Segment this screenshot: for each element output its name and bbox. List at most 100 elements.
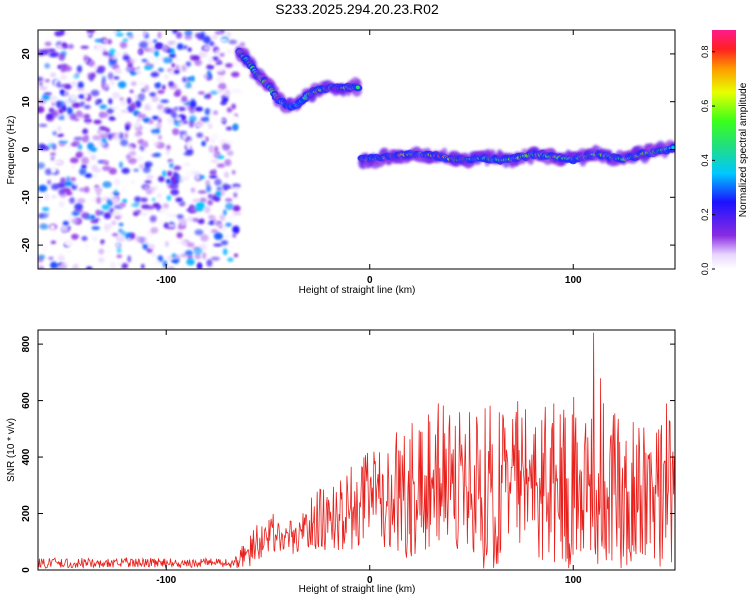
noise-blob	[222, 97, 229, 103]
noise-blob	[111, 55, 119, 60]
noise-blob	[180, 90, 190, 94]
noise-blob	[153, 39, 158, 43]
noise-blob	[220, 240, 229, 246]
noise-blob	[138, 81, 147, 86]
noise-blob	[185, 170, 193, 177]
noise-blob	[157, 117, 162, 124]
snr-panel: -100 0 100 0 200 400 600 800 Height of straight…	[6, 329, 676, 595]
noise-blob	[164, 240, 169, 248]
noise-blob	[185, 61, 192, 67]
noise-blob	[150, 72, 159, 78]
noise-blob	[56, 101, 62, 109]
noise-blob	[108, 167, 117, 175]
noise-blob	[198, 262, 202, 269]
x-tick-label: 0	[367, 275, 373, 286]
noise-blob	[199, 197, 207, 203]
noise-blob	[103, 39, 107, 44]
noise-blob	[38, 106, 45, 114]
noise-blob	[157, 31, 162, 39]
noise-blob	[166, 195, 172, 201]
noise-blob	[162, 44, 169, 52]
noise-blob	[51, 102, 56, 107]
noise-blob	[197, 91, 205, 95]
x-tick-label: 100	[565, 575, 582, 586]
noise-blob	[118, 228, 123, 233]
noise-blob	[190, 75, 195, 82]
noise-blob	[182, 45, 188, 50]
x-tick-label: 100	[565, 275, 582, 286]
noise-blob	[84, 186, 90, 194]
noise-blob	[175, 146, 180, 154]
noise-blob	[48, 256, 54, 260]
noise-blob	[128, 144, 134, 151]
noise-blob	[48, 52, 56, 58]
noise-blob	[113, 112, 123, 118]
noise-blob	[146, 175, 154, 179]
noise-blob	[127, 255, 132, 263]
noise-blob	[183, 151, 193, 156]
noise-blob	[38, 81, 43, 87]
noise-blob	[197, 218, 205, 225]
noise-blob	[233, 192, 238, 198]
noise-blob	[117, 81, 127, 89]
noise-blob	[81, 236, 88, 241]
noise-blob	[172, 30, 178, 34]
noise-blob	[119, 202, 127, 208]
noise-blob	[97, 129, 107, 135]
noise-blob	[152, 132, 159, 137]
noise-blob	[102, 165, 112, 171]
noise-blob	[210, 133, 220, 141]
noise-blob	[50, 152, 56, 156]
noise-blob	[116, 247, 122, 254]
noise-blob	[84, 173, 93, 179]
noise-blob	[78, 125, 83, 130]
noise-blob	[157, 219, 164, 225]
noise-blob	[51, 183, 60, 191]
noise-blob	[195, 202, 205, 210]
noise-blob	[39, 223, 49, 230]
noise-blob	[150, 41, 155, 48]
noise-blob	[144, 149, 149, 153]
noise-blob	[186, 258, 195, 266]
noise-blob	[204, 94, 209, 99]
noise-blob	[211, 34, 218, 40]
noise-blob	[74, 203, 83, 211]
noise-blob	[51, 194, 57, 199]
y-tick-label: 800	[21, 335, 32, 352]
colorbar-tick-label: 0.4	[700, 154, 710, 167]
noise-blob	[193, 247, 203, 255]
noise-blob	[206, 184, 212, 193]
noise-blob	[231, 116, 238, 121]
noise-blob	[144, 97, 150, 103]
noise-blob	[98, 140, 106, 147]
noise-blob	[44, 83, 49, 89]
noise-blob	[103, 212, 112, 220]
noise-blob	[233, 253, 239, 258]
noise-blob	[171, 62, 176, 68]
noise-blob	[184, 30, 193, 37]
noise-blob	[215, 49, 220, 54]
noise-blob	[94, 38, 104, 43]
noise-blob	[119, 41, 128, 49]
noise-blob	[72, 217, 81, 225]
chart-title: S233.2025.294.20.23.R02	[275, 1, 439, 17]
noise-blob	[219, 118, 227, 122]
noise-blob	[71, 211, 80, 216]
noise-blob	[222, 248, 228, 256]
noise-blob	[210, 256, 220, 261]
snr-ylabel: SNR (10 * v/v)	[6, 418, 17, 482]
noise-blob	[91, 236, 98, 242]
noise-blob	[154, 50, 159, 58]
noise-blob	[69, 113, 77, 121]
noise-blob	[190, 206, 198, 212]
noise-blob	[212, 168, 217, 176]
noise-blob	[90, 89, 100, 97]
noise-blob	[134, 132, 141, 137]
noise-blob	[50, 156, 55, 161]
noise-blob	[151, 115, 159, 120]
noise-blob	[174, 106, 179, 111]
noise-blob	[215, 75, 224, 83]
noise-blob	[187, 139, 193, 146]
noise-blob	[50, 224, 55, 231]
noise-blob	[214, 220, 221, 226]
